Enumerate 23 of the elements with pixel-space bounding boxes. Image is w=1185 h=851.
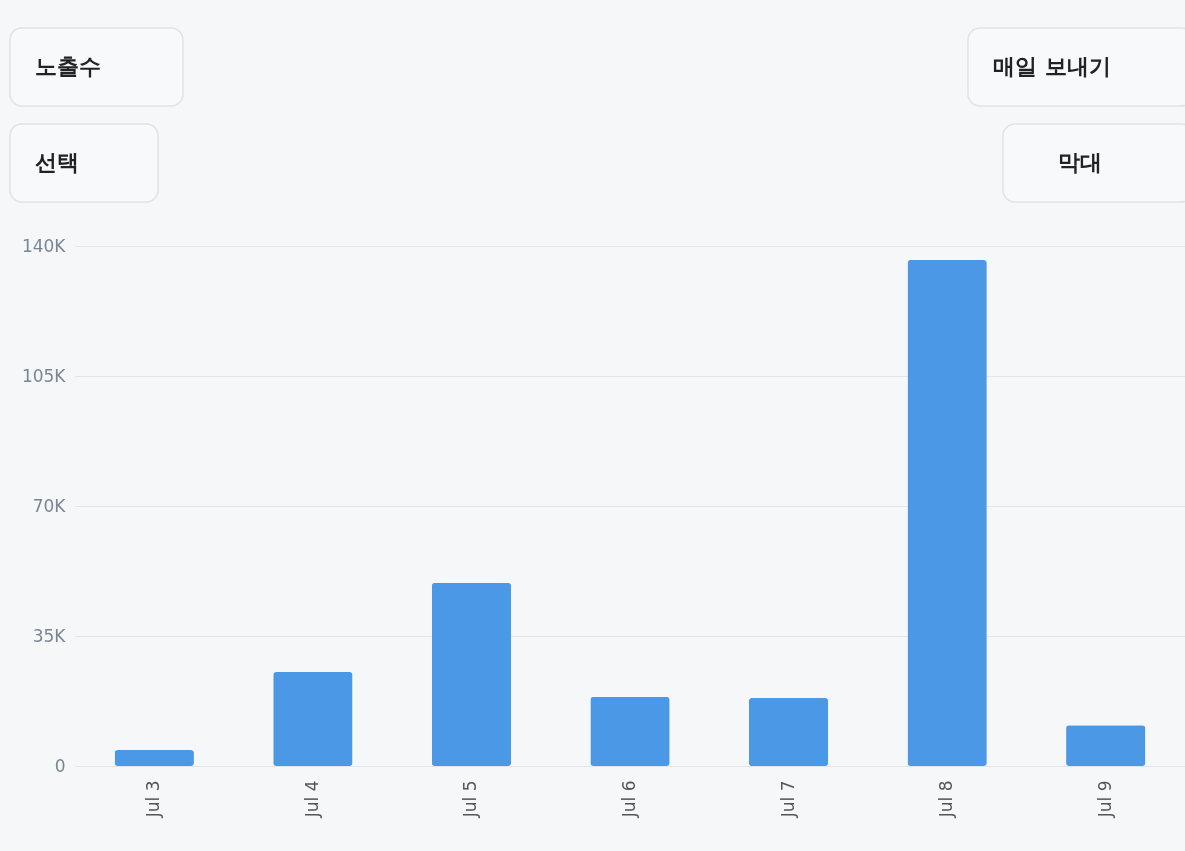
y-tick-label: 0 bbox=[54, 755, 66, 776]
y-tick-label: 140K bbox=[21, 235, 67, 256]
bar bbox=[907, 260, 987, 766]
x-tick-label: Jul 8 bbox=[936, 780, 957, 819]
bar bbox=[1066, 725, 1146, 766]
bar bbox=[114, 750, 194, 766]
x-tick-label: Jul 9 bbox=[1094, 780, 1115, 819]
y-tick-label: 105K bbox=[21, 365, 67, 386]
y-tick-label: 70K bbox=[32, 495, 67, 516]
x-tick-label: Jul 7 bbox=[777, 780, 798, 819]
text: 막대 bbox=[1058, 150, 1102, 175]
text: 선택 bbox=[35, 150, 79, 175]
bar bbox=[590, 696, 670, 766]
bar bbox=[431, 582, 512, 766]
bar bbox=[273, 672, 353, 766]
x-tick-label: Jul 5 bbox=[460, 780, 481, 819]
y-tick-label: 35K bbox=[32, 625, 67, 646]
bar bbox=[748, 698, 829, 766]
x-tick-label: Jul 3 bbox=[143, 780, 164, 819]
x-tick-label: Jul 4 bbox=[301, 780, 322, 819]
text: 매일 보내기 bbox=[993, 54, 1111, 79]
text: 노출수 bbox=[35, 54, 101, 79]
x-tick-label: Jul 6 bbox=[619, 780, 639, 819]
